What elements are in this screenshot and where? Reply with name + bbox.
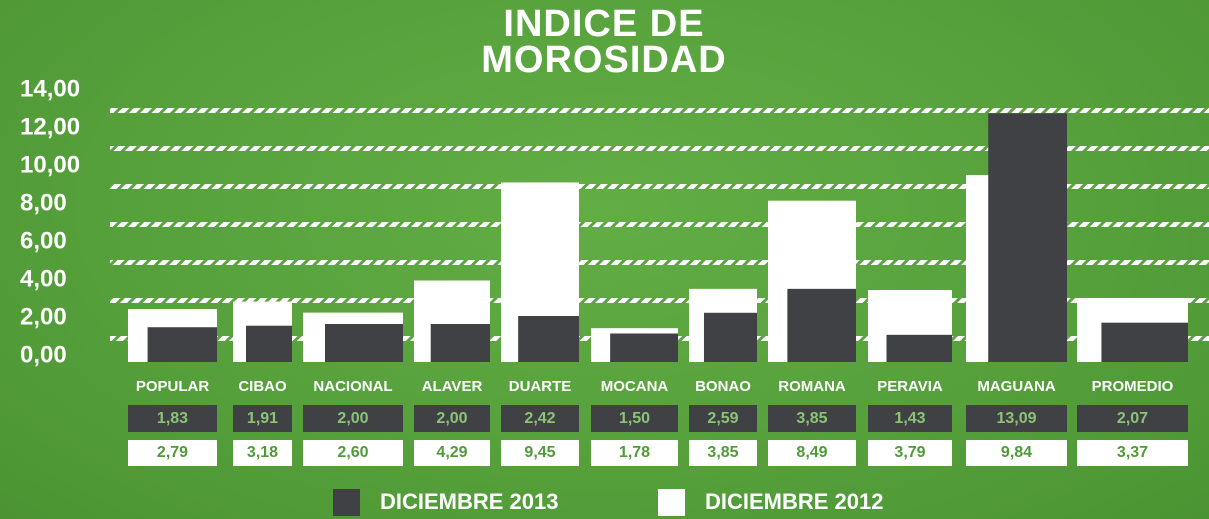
value-label: 2,42: [524, 410, 555, 427]
bar: [1101, 322, 1188, 362]
bar: [787, 288, 856, 362]
value-label: 1,43: [894, 410, 925, 427]
value-label: 1,91: [247, 410, 278, 427]
x-tick-label: CIBAO: [238, 378, 287, 395]
x-tick-label: ROMANA: [778, 378, 846, 395]
grid-line: [110, 108, 1209, 113]
table-cell: [591, 440, 678, 466]
value-label: 8,49: [796, 444, 827, 461]
grid-line: [110, 222, 1209, 227]
value-label: 2,07: [1117, 410, 1148, 427]
table-cell: [128, 405, 217, 432]
legend-label: DICIEMBRE 2012: [705, 489, 884, 514]
table-cell: [689, 440, 757, 466]
y-tick-label: 10,00: [20, 151, 80, 178]
table-cell: [233, 405, 292, 432]
table-cell: [868, 440, 952, 466]
value-label: 4,29: [436, 444, 467, 461]
bar: [518, 316, 579, 362]
y-tick-label: 6,00: [20, 227, 67, 254]
table-cell: [966, 440, 1067, 466]
table-cell: [303, 440, 403, 466]
y-tick-label: 14,00: [20, 75, 80, 102]
value-label: 9,84: [1001, 444, 1032, 461]
table-cell: [414, 440, 490, 466]
value-label: 3,85: [707, 444, 738, 461]
x-tick-label: POPULAR: [136, 378, 210, 395]
x-tick-label: MOCANA: [601, 378, 669, 395]
value-label: 1,83: [157, 410, 188, 427]
value-label: 1,78: [619, 444, 650, 461]
legend-label: DICIEMBRE 2013: [380, 489, 559, 514]
table-cell: [414, 405, 490, 432]
x-tick-label: DUARTE: [509, 378, 572, 395]
grid-line: [110, 146, 1209, 151]
bar: [245, 325, 292, 362]
y-tick-label: 12,00: [20, 113, 80, 140]
value-label: 2,00: [337, 410, 368, 427]
bar: [430, 324, 490, 362]
value-label: 3,79: [894, 444, 925, 461]
x-tick-label: PROMEDIO: [1092, 378, 1174, 395]
x-tick-label: PERAVIA: [877, 378, 943, 395]
grid-line: [110, 298, 1209, 303]
bar: [325, 324, 403, 362]
value-label: 2,79: [157, 444, 188, 461]
x-tick-label: NACIONAL: [313, 378, 392, 395]
value-label: 9,45: [524, 444, 555, 461]
value-label: 2,59: [707, 410, 738, 427]
table-cell: [1077, 405, 1188, 432]
value-label: 3,37: [1117, 444, 1148, 461]
table-cell: [233, 440, 292, 466]
bar: [147, 327, 217, 362]
table-cell: [303, 405, 403, 432]
chart-title: INDICE DE MOROSIDAD: [481, 3, 727, 81]
bar: [886, 334, 952, 362]
legend-swatch: [333, 489, 360, 516]
table-cell: [868, 405, 952, 432]
table-cell: [591, 405, 678, 432]
grid-line: [110, 260, 1209, 265]
table-cell: [1077, 440, 1188, 466]
y-tick-label: 2,00: [20, 303, 67, 330]
legend-swatch: [658, 489, 685, 516]
x-tick-label: BONAO: [695, 378, 751, 395]
table-cell: [966, 405, 1067, 432]
value-label: 3,85: [796, 410, 827, 427]
bar: [610, 333, 678, 362]
table-cell: [768, 440, 856, 466]
table-cell: [128, 440, 217, 466]
x-tick-label: MAGUANA: [977, 378, 1055, 395]
value-label: 13,09: [996, 410, 1036, 427]
value-label: 2,00: [436, 410, 467, 427]
bar: [988, 113, 1067, 362]
y-tick-label: 0,00: [20, 341, 67, 368]
table-cell: [501, 440, 579, 466]
table-cell: [689, 405, 757, 432]
bar: [703, 312, 757, 362]
y-tick-label: 8,00: [20, 189, 67, 216]
y-tick-label: 4,00: [20, 265, 67, 292]
value-label: 2,60: [337, 444, 368, 461]
x-tick-label: ALAVER: [422, 378, 483, 395]
grid-line: [110, 184, 1209, 189]
table-cell: [501, 405, 579, 432]
value-label: 3,18: [247, 444, 278, 461]
value-label: 1,50: [619, 410, 650, 427]
table-cell: [768, 405, 856, 432]
